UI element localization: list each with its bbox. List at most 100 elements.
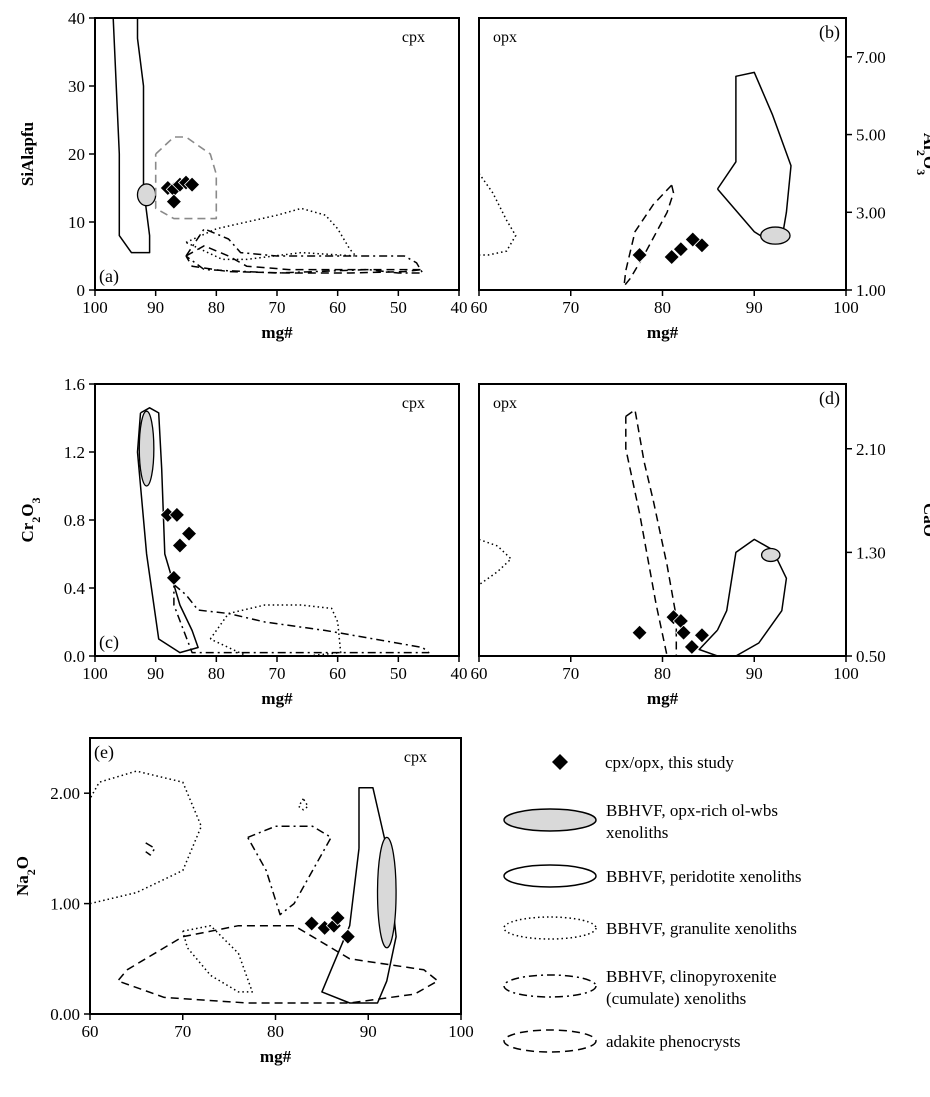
panel-e: 60 70 80 90 100 0.00 1.00 2.00 mg# Na2O (e) cpx	[13, 737, 474, 1066]
x-tick-label-c-5: 50	[390, 664, 407, 683]
y-tick-label-b-2: 5.00	[856, 126, 886, 145]
field-opx_rich-c-1	[138, 410, 155, 487]
legend-item-clinopyroxenite: BBHVF, clinopyroxenite (cumulate) xenolit…	[503, 967, 777, 1008]
x-tick-label-c-1: 90	[147, 664, 164, 683]
data-point-c-1	[168, 506, 185, 523]
x-tick-label-d-2: 80	[654, 664, 671, 683]
legend-label-clinopyroxenite-0: BBHVF, clinopyroxenite	[606, 967, 777, 986]
field-granulite-d-3	[479, 538, 512, 586]
x-axis-label-d: mg#	[647, 689, 679, 708]
field-peridotite-d-0	[698, 538, 788, 656]
y-tick-label-c-3: 1.2	[64, 443, 85, 462]
data-point-c-2	[171, 537, 188, 554]
x-tick-label-b-1: 70	[562, 298, 579, 317]
x-tick-label-c-6: 40	[451, 664, 468, 683]
panel-label-c: (c)	[99, 632, 119, 653]
x-tick-label-e-1: 70	[174, 1022, 191, 1041]
x-tick-label-b-2: 80	[654, 298, 671, 317]
panel-a: 100 90 80 70 60 50 40 0 10 20 30 40 mg# SiAlapfu (a) cp…	[18, 9, 468, 342]
data-point-a-5	[165, 193, 182, 210]
data-point-b-2	[672, 241, 689, 258]
fields-d	[479, 409, 788, 656]
x-tick-label-a-1: 90	[147, 298, 164, 317]
field-granulite-a-3	[185, 207, 357, 261]
x-tick-label-a-5: 50	[390, 298, 407, 317]
x-tick-label-d-1: 70	[562, 664, 579, 683]
y-tick-label-a-0: 0	[77, 281, 86, 300]
field-granulite-b-3	[479, 172, 517, 256]
y-tick-label-c-4: 1.6	[64, 375, 85, 394]
field-opx_rich-b-1	[760, 226, 791, 245]
legend-item-opx_rich: BBHVF, opx-rich ol-wbs xenoliths	[503, 801, 778, 842]
fields-a	[112, 18, 424, 274]
x-axis-label-e: mg#	[260, 1047, 292, 1066]
panel-label-a: (a)	[99, 266, 119, 287]
field-cumulate_grey-a-2	[154, 136, 218, 220]
data-point-b-0	[631, 246, 648, 264]
x-tick-label-e-3: 90	[360, 1022, 377, 1041]
x-tick-label-c-3: 70	[269, 664, 286, 683]
data-point-b-1	[663, 248, 680, 266]
field-granulite-c-3	[209, 604, 342, 656]
y-tick-label-e-0: 0.00	[50, 1005, 80, 1024]
y-tick-label-a-4: 40	[68, 9, 85, 28]
legend-label-opx_rich-0: BBHVF, opx-rich ol-wbs	[606, 801, 778, 820]
data-point-d-1	[665, 609, 682, 626]
data-point-b-3	[684, 231, 701, 248]
x-axis-label-b: mg#	[647, 323, 679, 342]
legend-label-diamonds-0: cpx/opx, this study	[605, 753, 734, 772]
field-clinopyroxenite-a-4	[185, 228, 424, 274]
panel-c: 100 90 80 70 60 50 40 0.0 0.4 0.8 1.2 1.6 mg# Cr2O3 (c…	[18, 375, 468, 708]
field-clinopyroxenite-e-6	[145, 842, 156, 856]
data-point-d-3	[675, 624, 692, 641]
field-clinopyroxenite-e-5	[247, 825, 332, 916]
y-tick-label-c-0: 0.0	[64, 647, 85, 666]
data-point-e-4	[339, 928, 356, 945]
data-point-b-4	[693, 237, 711, 254]
x-tick-label-e-0: 60	[82, 1022, 99, 1041]
field-opx_rich-d-1	[760, 547, 781, 563]
fields-c	[136, 407, 430, 656]
x-tick-label-d-4: 100	[833, 664, 859, 683]
y-tick-label-e-1: 1.00	[50, 895, 80, 914]
y-tick-label-c-1: 0.4	[64, 579, 86, 598]
y-tick-label-d-0: 0.50	[856, 647, 886, 666]
panel-label-b: (b)	[819, 22, 840, 43]
legend-label-peridotite-0: BBHVF, peridotite xenoliths	[606, 867, 802, 886]
legend-swatch-adakite	[503, 1029, 597, 1053]
field-adakite-d-2	[625, 409, 678, 656]
x-tick-label-d-3: 90	[746, 664, 763, 683]
fields-e	[90, 770, 439, 1004]
x-tick-label-b-0: 60	[471, 298, 488, 317]
plot-frame-b	[478, 17, 847, 291]
legend-label-adakite-0: adakite phenocrysts	[606, 1032, 741, 1051]
field-granulite-e-4	[297, 798, 309, 811]
field-adakite-a-5	[185, 245, 424, 274]
field-adakite-b-2	[623, 184, 675, 287]
y-axis-label-a: SiAlapfu	[18, 122, 37, 186]
panels-layer: 100 90 80 70 60 50 40 0 10 20 30 40 mg# SiAlapfu (a) cp…	[13, 9, 930, 1066]
mineral-label-e: cpx	[404, 749, 427, 766]
y-axis-label-e: Na2O	[13, 856, 38, 896]
y-tick-label-a-2: 20	[68, 145, 85, 164]
field-opx_rich-e-1	[376, 836, 397, 949]
data-point-a-4	[184, 176, 201, 193]
y-axis-label-b: Al2O3	[914, 133, 930, 175]
field-peridotite-b-0	[716, 71, 792, 245]
field-peridotite-e-0	[321, 786, 397, 1004]
x-tick-label-e-4: 100	[448, 1022, 474, 1041]
y-axis-label-d: CaO	[920, 503, 930, 537]
x-axis-label-a: mg#	[261, 323, 293, 342]
x-tick-label-c-0: 100	[82, 664, 108, 683]
data-point-e-0	[303, 915, 320, 932]
x-tick-label-d-0: 60	[471, 664, 488, 683]
y-tick-label-c-2: 0.8	[64, 511, 85, 530]
data-point-c-3	[180, 525, 198, 542]
legend-swatch-peridotite	[503, 864, 597, 888]
legend-swatch-diamond	[552, 754, 568, 770]
x-tick-label-a-4: 60	[329, 298, 346, 317]
x-tick-label-a-2: 80	[208, 298, 225, 317]
mineral-label-c: cpx	[402, 395, 425, 412]
